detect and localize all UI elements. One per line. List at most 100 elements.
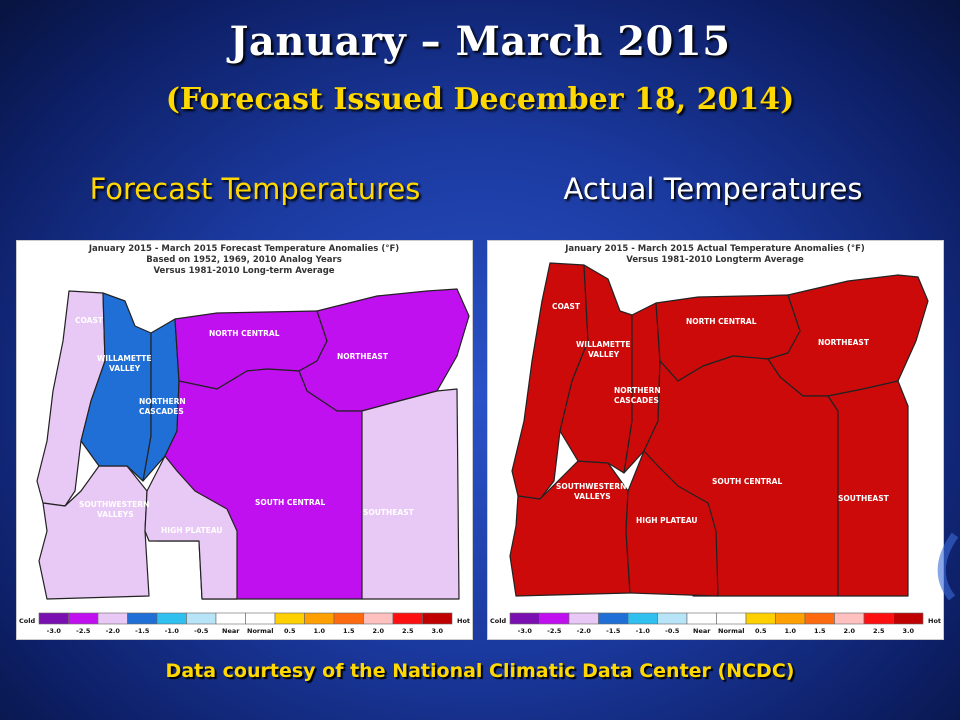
- legend-tick-label: -0.5: [194, 627, 209, 635]
- forecast-panel-label: Forecast Temperatures: [89, 172, 421, 206]
- label-southeast: SOUTHEAST: [838, 494, 890, 503]
- legend-cold-label: Cold: [490, 617, 506, 625]
- label-south-central: SOUTH CENTRAL: [255, 498, 325, 507]
- legend-swatch: [509, 612, 540, 625]
- legend-swatch: [657, 612, 688, 625]
- legend-tick-label: 1.5: [343, 627, 355, 635]
- legend-tick-label: -2.5: [547, 627, 562, 635]
- slide-subtitle: (Forecast Issued December 18, 2014): [165, 82, 795, 117]
- legend-tick-label: 2.0: [372, 627, 384, 635]
- legend-swatch: [245, 612, 276, 625]
- legend-tick-label: 0.5: [284, 627, 296, 635]
- label-south-central: SOUTH CENTRAL: [712, 477, 782, 486]
- label-willamette: WILLAMETTE VALLEY: [97, 354, 152, 373]
- actual-legend: Cold Hot -3.0 -2.5 -2.0 -1.5 -1.0 -0.5 Near Nor…: [490, 612, 941, 635]
- region-high-plateau: [144, 455, 238, 600]
- region-high-plateau: [625, 450, 719, 597]
- legend-swatch: [686, 612, 717, 625]
- legend-tick-label: -1.0: [165, 627, 180, 635]
- label-north-central: NORTH CENTRAL: [209, 329, 280, 338]
- slide-title: January – March 2015: [229, 18, 731, 65]
- legend-tick-label: -2.5: [76, 627, 91, 635]
- forecast-header-line-3: Versus 1981-2010 Long-term Average: [153, 266, 334, 276]
- label-coast: COAST: [75, 316, 104, 325]
- legend-hot-label: Hot: [928, 617, 941, 625]
- legend-tick-label: -2.0: [577, 627, 592, 635]
- legend-swatch: [804, 612, 835, 625]
- legend-swatch: [156, 612, 187, 625]
- legend-swatch: [775, 612, 806, 625]
- actual-header-line-1: January 2015 - March 2015 Actual Tempera…: [564, 244, 865, 254]
- decorative-swoosh: [937, 532, 959, 600]
- data-credit: Data courtesy of the National Climatic D…: [165, 660, 795, 682]
- label-southwestern-valleys: SOUTHWESTERN VALLEYS: [556, 482, 626, 501]
- label-southwestern-valleys: SOUTHWESTERN VALLEYS: [79, 500, 149, 519]
- legend-tick-label: 2.5: [873, 627, 885, 635]
- legend-tick-label: -1.5: [606, 627, 621, 635]
- legend-tick-label: -3.0: [518, 627, 533, 635]
- legend-swatch: [422, 612, 453, 625]
- label-high-plateau: HIGH PLATEAU: [161, 526, 223, 535]
- actual-map-panel: January 2015 - March 2015 Actual Tempera…: [487, 240, 944, 640]
- legend-swatch: [215, 612, 246, 625]
- legend-swatch: [363, 612, 394, 625]
- legend-swatch: [716, 612, 747, 625]
- legend-tick-label: -1.0: [636, 627, 651, 635]
- legend-tick-label: 2.0: [843, 627, 855, 635]
- region-willamette-valley: [80, 292, 152, 482]
- label-northeast: NORTHEAST: [337, 352, 389, 361]
- region-southeast: [361, 388, 460, 600]
- forecast-header-line-2: Based on 1952, 1969, 2010 Analog Years: [146, 255, 342, 265]
- label-northern-cascades: NORTHERN CASCADES: [139, 397, 186, 416]
- legend-swatch: [274, 612, 305, 625]
- legend-swatch: [834, 612, 865, 625]
- legend-swatch: [333, 612, 364, 625]
- legend-swatch: [627, 612, 658, 625]
- actual-header-line-2: Versus 1981-2010 Longterm Average: [626, 255, 804, 265]
- actual-panel-label: Actual Temperatures: [563, 172, 863, 206]
- legend-swatch: [745, 612, 776, 625]
- legend-cold-label: Cold: [19, 617, 35, 625]
- legend-swatch: [186, 612, 217, 625]
- legend-swatch: [893, 612, 924, 625]
- legend-tick-label: -3.0: [47, 627, 62, 635]
- legend-tick-label: 3.0: [902, 627, 914, 635]
- forecast-map-panel: January 2015 - March 2015 Forecast Tempe…: [16, 240, 473, 640]
- legend-swatch: [568, 612, 599, 625]
- label-north-central: NORTH CENTRAL: [686, 317, 757, 326]
- legend-tick-label: Near: [693, 627, 711, 635]
- forecast-map: January 2015 - March 2015 Forecast Tempe…: [19, 244, 470, 635]
- label-northern-cascades: NORTHERN CASCADES: [614, 386, 661, 405]
- legend-hot-label: Hot: [457, 617, 470, 625]
- actual-map: January 2015 - March 2015 Actual Tempera…: [490, 244, 941, 635]
- region-southeast: [827, 380, 909, 597]
- legend-tick-label: Normal: [247, 627, 274, 635]
- legend-tick-label: Normal: [718, 627, 745, 635]
- legend-tick-label: -2.0: [106, 627, 121, 635]
- legend-tick-label: -0.5: [665, 627, 680, 635]
- legend-tick-label: Near: [222, 627, 240, 635]
- legend-tick-label: 3.0: [431, 627, 443, 635]
- legend-tick-label: 0.5: [755, 627, 767, 635]
- legend-tick-label: 1.0: [784, 627, 796, 635]
- legend-swatch: [539, 612, 570, 625]
- legend-swatch: [97, 612, 128, 625]
- legend-swatch: [127, 612, 158, 625]
- label-northeast: NORTHEAST: [818, 338, 870, 347]
- legend-swatch: [38, 612, 69, 625]
- legend-tick-label: 2.5: [402, 627, 414, 635]
- label-willamette: WILLAMETTE VALLEY: [576, 340, 631, 359]
- region-willamette-valley: [559, 264, 633, 474]
- forecast-legend: Cold Hot -3.0 -2.5 -2.0 -1.5 -1.0 -0.5 Near Nor…: [19, 612, 470, 635]
- label-southeast: SOUTHEAST: [363, 508, 415, 517]
- legend-swatch: [392, 612, 423, 625]
- legend-tick-label: -1.5: [135, 627, 150, 635]
- forecast-header-line-1: January 2015 - March 2015 Forecast Tempe…: [88, 244, 399, 254]
- legend-swatch: [68, 612, 99, 625]
- legend-swatch: [304, 612, 335, 625]
- label-coast: COAST: [552, 302, 581, 311]
- legend-swatch: [598, 612, 629, 625]
- legend-tick-label: 1.5: [814, 627, 826, 635]
- label-high-plateau: HIGH PLATEAU: [636, 516, 698, 525]
- legend-tick-label: 1.0: [313, 627, 325, 635]
